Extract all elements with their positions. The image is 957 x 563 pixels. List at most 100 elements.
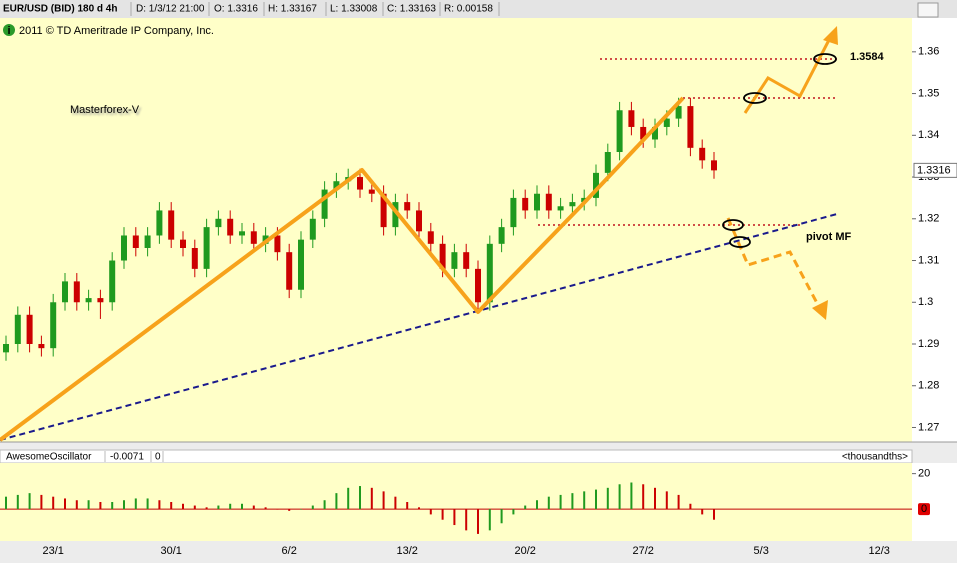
osc-bar: [75, 500, 78, 510]
osc-axis: [912, 463, 957, 541]
y-tick-label: 1.35: [918, 87, 939, 99]
osc-bar: [665, 491, 668, 510]
candle-body: [286, 252, 293, 290]
header-open: O: 1.3316: [214, 4, 258, 15]
osc-bar: [99, 502, 102, 510]
osc-bar: [264, 507, 267, 510]
candle-body: [144, 235, 151, 248]
candle-body: [239, 231, 245, 236]
header-low: L: 1.33008: [330, 4, 378, 15]
y-tick-label: 1.29: [918, 338, 939, 350]
x-tick-label: 30/1: [160, 545, 181, 557]
candle-body: [663, 118, 670, 127]
y-tick-label: 1.36: [918, 46, 939, 58]
osc-bar: [547, 496, 550, 510]
osc-bar: [193, 505, 196, 510]
osc-bar: [300, 509, 302, 510]
candle-body: [522, 197, 529, 211]
last-price-box: [913, 162, 957, 178]
osc-bar: [701, 509, 704, 515]
candle-body: [109, 260, 116, 303]
osc-bar: [5, 496, 7, 510]
osc-bar: [394, 496, 397, 510]
osc-bar: [571, 493, 574, 510]
candle-body: [50, 302, 57, 349]
annotations: [0, 26, 838, 442]
osc-zero-box: [918, 503, 930, 516]
date-axis: [0, 541, 957, 563]
osc-bar: [64, 498, 66, 510]
osc-bar: [40, 494, 43, 510]
osc-bar: [359, 486, 361, 510]
osc-bar: [606, 487, 609, 510]
candle-body: [557, 206, 564, 211]
x-tick-label: 6/2: [282, 545, 297, 557]
candle-body: [699, 147, 706, 161]
candle-body: [416, 210, 422, 232]
osc-bar: [500, 509, 503, 524]
candle-body: [593, 172, 599, 198]
osc-bar: [52, 496, 55, 510]
annotation-target: 1.3584: [850, 51, 885, 63]
candle-body: [156, 210, 163, 236]
osc-bar: [288, 509, 291, 511]
osc-tick-label: 0: [921, 503, 927, 515]
osc-bar: [536, 500, 538, 510]
osc-header-separators: [104, 451, 164, 462]
header-symbol: EUR/USD (BID) 180 d 4h: [3, 4, 117, 15]
osc-bar: [488, 509, 491, 531]
header-bar: [0, 0, 957, 18]
osc-bar: [689, 503, 692, 510]
info-icon-glyph: i: [7, 25, 10, 37]
osc-bar: [406, 502, 409, 510]
osc-bar: [559, 494, 562, 510]
candle-body: [628, 110, 635, 127]
x-tick-label: 5/3: [754, 545, 769, 557]
header-high: H: 1.33167: [268, 4, 317, 15]
candle-body: [14, 314, 21, 344]
candle-body: [227, 218, 234, 236]
osc-bar: [134, 498, 137, 510]
osc-bar: [16, 494, 19, 510]
candle-body: [333, 181, 340, 190]
info-icon[interactable]: [3, 24, 15, 36]
candle-body: [191, 248, 198, 269]
window-button[interactable]: [917, 2, 939, 18]
price-axis: [912, 18, 957, 442]
x-tick-label: 27/2: [632, 545, 653, 557]
osc-bar: [618, 484, 621, 510]
candle-body: [250, 231, 257, 244]
candle-body: [616, 110, 623, 152]
header-date: D: 1/3/12 21:00: [136, 4, 205, 15]
candle-body: [26, 314, 33, 344]
osc-bar: [229, 503, 232, 510]
annotation-title: Masterforex-V: [70, 104, 140, 116]
candle-body: [392, 202, 399, 228]
y-tick-label: 1.34: [918, 129, 939, 141]
osc-bar: [595, 489, 597, 510]
osc-bar: [418, 507, 420, 510]
osc-name: AwesomeOscillator: [6, 452, 92, 463]
osc-bar: [477, 509, 479, 534]
candle-body: [298, 239, 304, 290]
candle-body: [121, 235, 127, 261]
y-tick-label: 1.3: [918, 296, 933, 308]
y-tick-label: 1.31: [918, 254, 939, 266]
candle-body: [309, 218, 316, 240]
osc-bar: [642, 484, 645, 510]
candle-body: [132, 235, 139, 248]
annotation-pivot: pivot MF: [806, 231, 851, 243]
candle-body: [463, 252, 470, 269]
candle-body: [404, 202, 411, 211]
candle-body: [652, 126, 658, 140]
y-tick-label: 1.27: [918, 421, 939, 433]
osc-bar: [276, 509, 279, 510]
osc-bar: [146, 498, 149, 510]
candle-body: [368, 189, 375, 194]
candle-body: [640, 126, 647, 140]
candle-body: [357, 177, 363, 190]
x-tick-label: 12/3: [868, 545, 889, 557]
candle-body: [203, 227, 210, 269]
